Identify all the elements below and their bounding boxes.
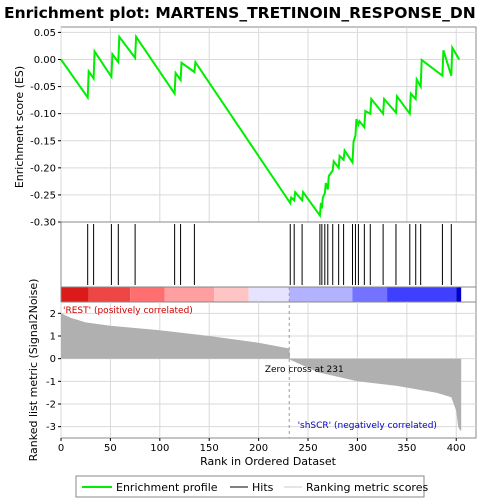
heatbar-segment — [456, 287, 462, 302]
es-plot-frame — [60, 26, 477, 223]
es-tick-label: -0.25 — [30, 190, 56, 201]
chart-title: Enrichment plot: MARTENS_TRETINOIN_RESPO… — [4, 4, 476, 22]
legend-hits-label: Hits — [252, 481, 274, 494]
hits-frame — [60, 221, 477, 288]
es-y-ticks: 0.05 0.00 -0.05 -0.10 -0.15 -0.20 -0.25 -0.30 — [30, 28, 61, 229]
zero-cross-label: Zero cross at 231 — [265, 365, 344, 375]
legend-enrichment-label: Enrichment profile — [116, 481, 218, 494]
x-tick-label: 100 — [150, 443, 169, 454]
hits-panel — [60, 221, 477, 288]
x-tick-label: 400 — [447, 443, 466, 454]
metric-tick-label: 2 — [50, 309, 56, 320]
ranking-heatbar — [60, 286, 477, 303]
x-tick-label: 0 — [58, 443, 64, 454]
x-tick-label: 300 — [348, 443, 367, 454]
x-tick-label: 250 — [298, 443, 317, 454]
heatbar-segment — [130, 287, 165, 302]
es-tick-label: 0.00 — [34, 55, 56, 66]
enrichment-score-panel: 0.05 0.00 -0.05 -0.10 -0.15 -0.20 -0.25 -0.30 — [30, 26, 477, 229]
x-tick-label: 350 — [397, 443, 416, 454]
x-tick-label: 50 — [104, 443, 117, 454]
metric-tick-label: 0 — [50, 354, 56, 365]
legend: Enrichment profile Hits Ranking metric s… — [75, 475, 428, 498]
heatbar-segment — [352, 287, 388, 302]
ranked-metric-panel: 2 1 0 -1 -2 -3 'REST' (positively correlated)… — [46, 287, 477, 439]
metric-tick-label: -3 — [46, 422, 56, 433]
es-y-axis-label: Enrichment score (ES) — [13, 66, 26, 188]
heatbar-segment — [289, 287, 353, 302]
metric-y-axis-label: Ranked list metric (Signal2Noise) — [27, 279, 40, 462]
legend-ranking-label: Ranking metric scores — [306, 481, 428, 494]
heatbar-segment — [248, 287, 290, 302]
x-axis-label: Rank in Ordered Dataset — [200, 455, 337, 468]
x-tick-label: 200 — [249, 443, 268, 454]
x-axis-ticks: 0 50 100 150 200 250 300 350 400 — [58, 438, 466, 454]
es-tick-label: -0.05 — [30, 82, 56, 93]
ranking-metric-area — [61, 313, 462, 432]
es-grid — [60, 27, 476, 223]
heatbar-segment — [214, 287, 249, 302]
metric-tick-label: -2 — [46, 400, 56, 411]
scr-correlation-label: 'shSCR' (negatively correlated) — [298, 421, 437, 431]
x-tick-label: 150 — [200, 443, 219, 454]
metric-tick-label: 1 — [50, 332, 56, 343]
es-tick-label: 0.05 — [34, 28, 56, 39]
enrichment-profile-line — [60, 33, 461, 219]
legend-box — [75, 475, 425, 498]
es-tick-label: -0.20 — [30, 163, 56, 174]
rest-correlation-label: 'REST' (positively correlated) — [63, 306, 193, 316]
heatbar-segment — [387, 287, 457, 302]
hit-markers — [87, 224, 452, 285]
heatbar-segment — [61, 287, 89, 302]
metric-y-ticks: 2 1 0 -1 -2 -3 — [46, 309, 61, 433]
es-tick-label: -0.15 — [30, 136, 56, 147]
es-tick-label: -0.10 — [30, 109, 56, 120]
heatbar-segment — [88, 287, 131, 302]
es-tick-label: -0.30 — [30, 218, 56, 229]
metric-tick-label: -1 — [46, 377, 56, 388]
heatbar-segment — [164, 287, 215, 302]
